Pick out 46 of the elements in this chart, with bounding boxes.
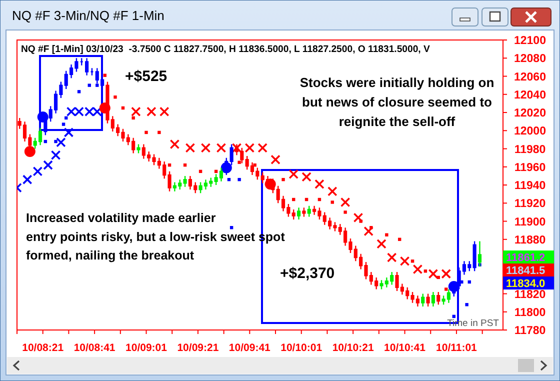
y-tick-label: 11900 [514, 216, 546, 228]
candlestick [307, 205, 311, 218]
annotation: Stocks were initially holding on but news of closure seemed to reignite the sell-off [300, 75, 494, 129]
y-tick-label: 11880 [514, 234, 546, 246]
y-tick-label: 11800 [514, 306, 546, 319]
x-tick-label: 10/09:21 [177, 342, 219, 354]
text: 11841.5 [506, 264, 546, 277]
candlestick [431, 291, 435, 308]
x-tick-label: 10/08:41 [74, 342, 116, 354]
candlestick [302, 207, 306, 218]
y-tick-label: 12040 [514, 89, 546, 102]
candlestick [136, 144, 140, 154]
chart-title: NQ #F 3-Min/NQ #F 1-Min [12, 8, 164, 23]
candlestick [224, 157, 228, 176]
x-tick-label: 10/08:21 [22, 342, 64, 354]
y-tick-label: 12060 [514, 71, 546, 84]
y-tick-label: 11960 [514, 162, 546, 174]
y-tick-label: 12000 [514, 126, 546, 138]
y-tick-label: 11920 [514, 198, 546, 210]
y-tick-label: 11780 [514, 325, 546, 338]
y-tick-label: 12020 [514, 108, 546, 120]
y-tick-label: 12080 [514, 53, 546, 66]
y-tick-label: 11820 [514, 288, 546, 301]
candlestick [85, 58, 89, 76]
candlestick [80, 58, 84, 66]
x-tick-label: 10/09:01 [126, 342, 168, 354]
y-tick-label: 11940 [514, 180, 546, 192]
candlestick [426, 293, 430, 308]
annotation: +$525 [125, 68, 168, 85]
annotation: +$2,370 [280, 265, 335, 282]
chart-subtitle: NQ #F [1-Min] 03/10/23 -3.7500 C 11827.7500, H 11836.5000, L 11827.2500, O 11831.5000, V [21, 44, 431, 55]
y-tick-label: 11980 [514, 144, 546, 156]
candlestick [90, 67, 94, 76]
x-tick-label: 10/11:01 [436, 342, 478, 354]
candlestick [296, 207, 301, 220]
candlestick [436, 291, 440, 306]
x-tick-label: 10/10:01 [280, 342, 322, 354]
candlestick [421, 293, 425, 308]
candlestick [292, 208, 296, 220]
x-tick-label: 10/10:21 [332, 342, 374, 354]
y-tick-label: 12100 [514, 35, 546, 48]
annotation: Time in PST [447, 318, 500, 329]
text: 11861.2 [506, 252, 546, 264]
x-tick-label: 10/10:41 [384, 342, 426, 354]
x-tick-label: 10/09:41 [228, 342, 271, 354]
text: 11834.0 [506, 278, 546, 290]
